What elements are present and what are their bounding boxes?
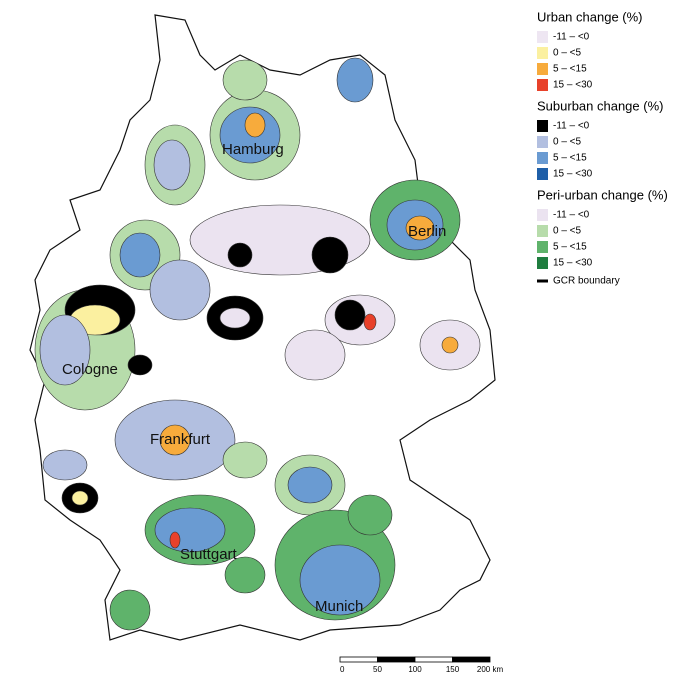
scale-label: 200 km xyxy=(477,665,504,674)
legend-label: 5 – <15 xyxy=(553,64,587,75)
legend-label: 5 – <15 xyxy=(553,153,587,164)
legend-label: 5 – <15 xyxy=(553,242,587,253)
legend-swatch xyxy=(537,31,548,43)
legend-title: Urban change (%) xyxy=(537,9,643,24)
legend-title: Suburban change (%) xyxy=(537,98,663,113)
scale-label: 0 xyxy=(340,665,345,674)
legend-swatch xyxy=(537,168,548,180)
legend-title: Peri-urban change (%) xyxy=(537,187,668,202)
city-label: Frankfurt xyxy=(150,431,211,448)
legend-swatch xyxy=(537,241,548,253)
legend-label: 0 – <5 xyxy=(553,137,582,148)
legend-swatch xyxy=(537,47,548,59)
regions xyxy=(34,57,481,631)
city-label: Stuttgart xyxy=(180,546,238,563)
legend-swatch xyxy=(537,79,548,91)
city-label: Hamburg xyxy=(222,141,284,158)
legend-label: 15 – <30 xyxy=(553,80,593,91)
scale-bar: 0 50 100 150 200 km xyxy=(339,656,504,674)
legend-swatch xyxy=(537,209,548,221)
legend-swatch xyxy=(537,136,548,148)
scale-label: 150 xyxy=(446,665,460,674)
legend: Urban change (%) -11 – <0 0 – <5 5 – <15 15 … xyxy=(537,9,668,287)
legend-label: -11 – <0 xyxy=(553,121,590,132)
legend-swatch xyxy=(537,63,548,75)
scale-label: 100 xyxy=(408,665,422,674)
legend-label: 15 – <30 xyxy=(553,169,593,180)
legend-swatch xyxy=(537,120,548,132)
city-label: Cologne xyxy=(62,361,118,378)
legend-swatch xyxy=(537,152,548,164)
legend-label: -11 – <0 xyxy=(553,210,590,221)
legend-label: 0 – <5 xyxy=(553,48,582,59)
city-label: Munich xyxy=(315,598,363,615)
scale-label: 50 xyxy=(373,665,382,674)
city-label: Berlin xyxy=(408,223,446,240)
legend-label: 15 – <30 xyxy=(553,258,593,269)
legend-label: 0 – <5 xyxy=(553,226,582,237)
legend-swatch xyxy=(537,225,548,237)
legend-label: -11 – <0 xyxy=(553,32,590,43)
city-labels: Hamburg Berlin Cologne Frankfurt Stuttga… xyxy=(62,141,446,615)
legend-label: GCR boundary xyxy=(553,276,620,287)
legend-swatch xyxy=(537,257,548,269)
